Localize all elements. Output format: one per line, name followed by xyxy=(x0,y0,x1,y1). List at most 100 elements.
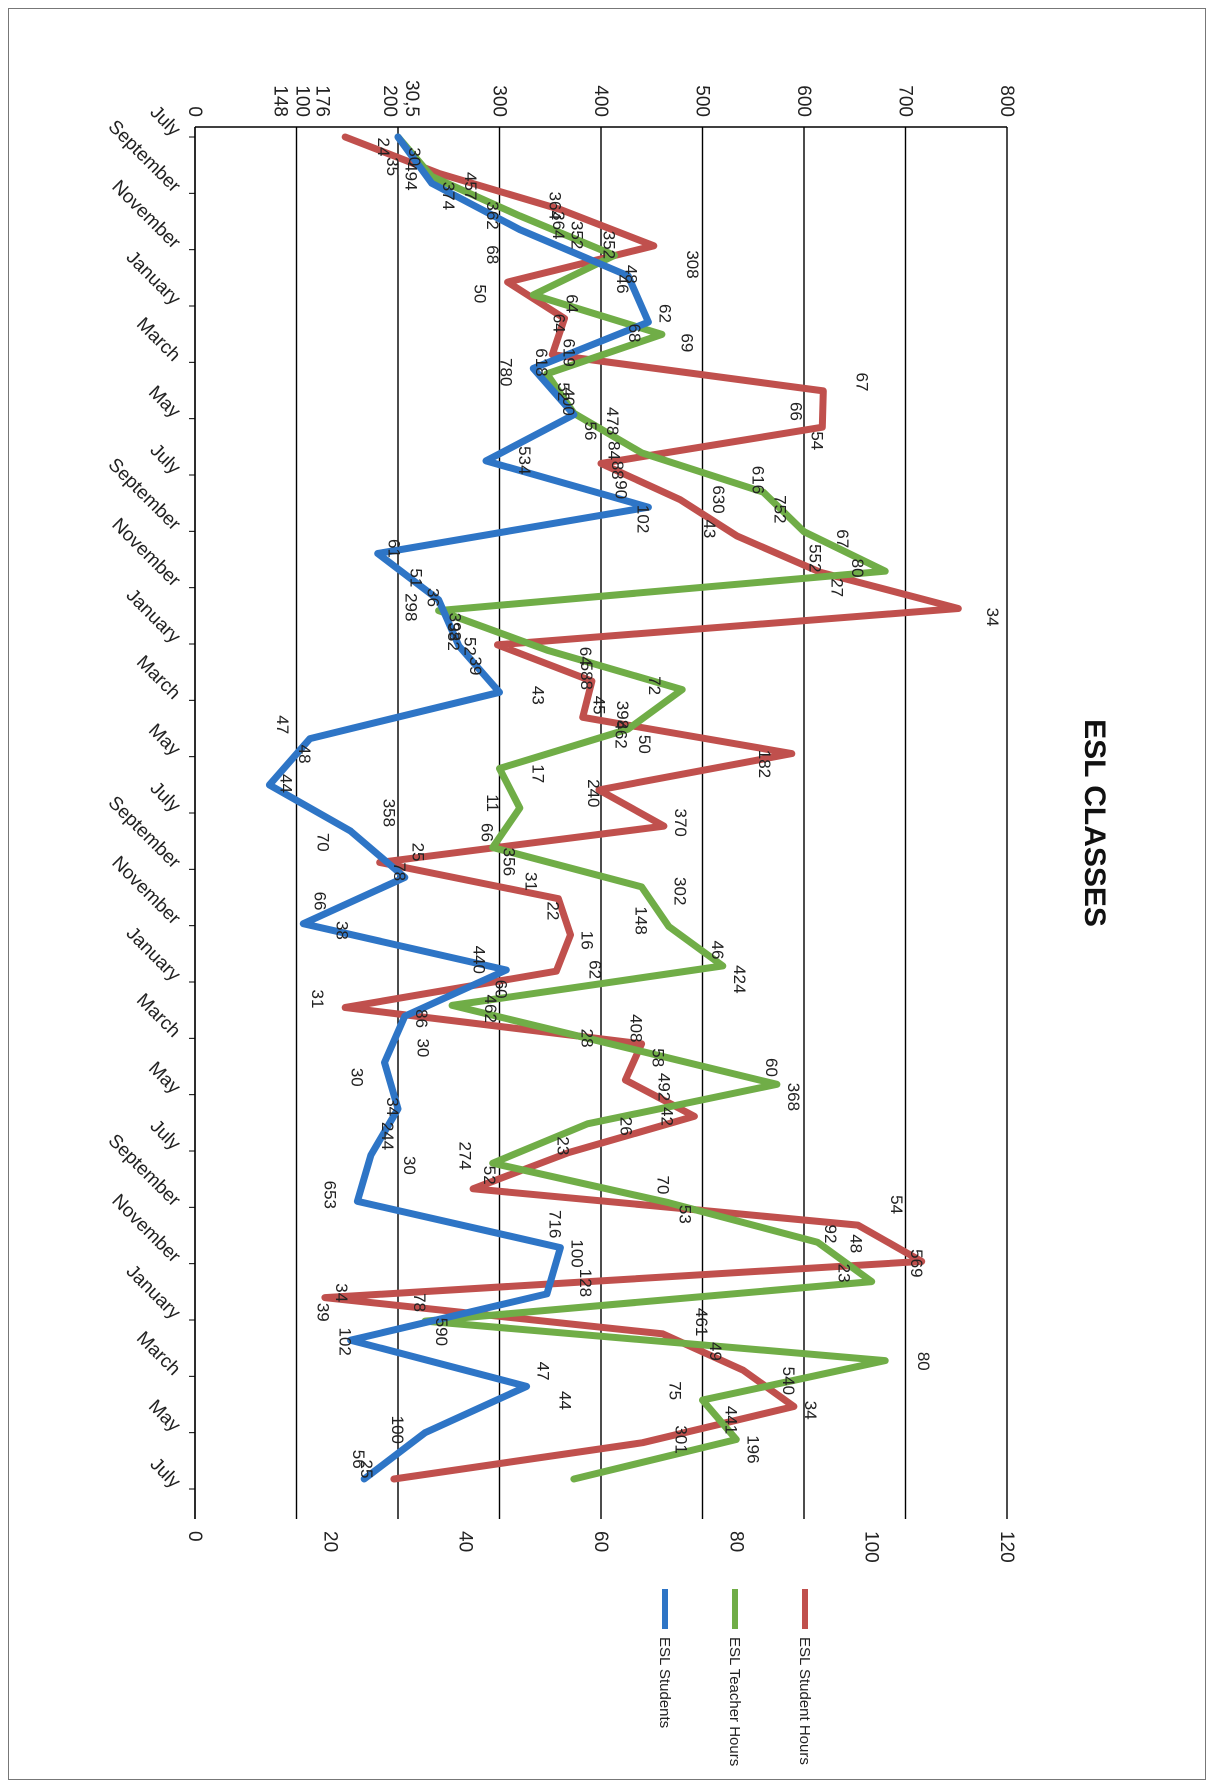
data-label: 25 xyxy=(409,843,428,862)
data-label: 42 xyxy=(657,1107,676,1126)
data-label: 47 xyxy=(273,715,292,734)
data-label: 30 xyxy=(405,147,424,166)
data-label: 44 xyxy=(556,1391,575,1410)
data-label: 382 xyxy=(444,622,463,650)
data-label: 58 xyxy=(649,1048,668,1067)
series-layer xyxy=(265,133,962,1483)
data-label: 52 xyxy=(460,637,479,656)
data-label: 30 xyxy=(400,1156,419,1175)
data-label: 60 xyxy=(762,1058,781,1077)
data-label: 69 xyxy=(677,333,696,352)
data-label: 46 xyxy=(708,941,727,960)
x-tick-label: January xyxy=(122,1261,185,1324)
x-tick-label: July xyxy=(146,778,185,817)
data-label: 46 xyxy=(613,275,632,294)
data-label: 100 xyxy=(567,1239,586,1267)
data-label: 43 xyxy=(700,519,719,538)
data-label: 39 xyxy=(314,1303,333,1322)
left-tick-label: 600 xyxy=(793,85,814,117)
data-label: 17 xyxy=(529,764,548,783)
x-tick-label: May xyxy=(144,382,185,423)
data-label: 54 xyxy=(887,1195,906,1214)
data-label: 398 xyxy=(613,701,632,729)
data-label: 62 xyxy=(655,304,674,323)
data-label: 588 xyxy=(577,662,596,690)
data-label: 462 xyxy=(612,720,631,748)
series-line-esl-students xyxy=(265,133,652,1483)
data-label: 534 xyxy=(515,446,534,474)
data-label: 75 xyxy=(666,1381,685,1400)
data-label: 72 xyxy=(645,676,664,695)
data-label: 16 xyxy=(578,931,597,950)
data-label: 56 xyxy=(349,1450,368,1469)
left-tick-label: 200 xyxy=(379,85,400,117)
data-label: 102 xyxy=(336,1328,355,1356)
data-label: 653 xyxy=(320,1181,339,1209)
data-label: 34 xyxy=(801,1401,820,1420)
data-label: 393 xyxy=(446,613,465,641)
x-tick-label: March xyxy=(132,314,184,366)
left-tick-label: 300 xyxy=(489,85,510,117)
data-label: 78 xyxy=(410,1293,429,1312)
left-tick-label: 700 xyxy=(895,85,916,117)
x-tick-label: July xyxy=(146,1454,185,1493)
data-label: 356 xyxy=(500,848,519,876)
left-tick-label: 400 xyxy=(590,85,611,117)
data-label: 62 xyxy=(585,960,604,979)
data-label: 298 xyxy=(402,593,421,621)
data-label: 462 xyxy=(481,995,500,1023)
data-label: 52 xyxy=(554,382,573,401)
data-label: 54 xyxy=(807,431,826,450)
right-tick-label: 80 xyxy=(725,1531,746,1552)
data-label: 182 xyxy=(755,750,774,778)
data-label: 48 xyxy=(622,265,641,284)
data-label: 92 xyxy=(821,1225,840,1244)
data-label: 374 xyxy=(439,182,458,210)
chart-frame: 0 100 148 176 200 30,5 300 400 500 600 700 800 0 20 40… xyxy=(8,8,1206,1780)
right-tick-label: 0 xyxy=(184,1531,205,1542)
data-label: 48 xyxy=(295,745,314,764)
left-tick-label: 800 xyxy=(996,85,1017,117)
data-label: 90 xyxy=(611,480,630,499)
data-label: 540 xyxy=(779,1367,798,1395)
data-label: 34 xyxy=(383,1097,402,1116)
x-tick-label: January xyxy=(122,585,185,648)
data-label: 49 xyxy=(706,1342,725,1361)
data-label: 39 xyxy=(466,657,485,676)
x-tick-label: January xyxy=(122,923,185,986)
data-label: 60 xyxy=(491,980,510,999)
data-label: 301 xyxy=(672,1425,691,1453)
data-label: 88 xyxy=(608,461,627,480)
x-tick-label: May xyxy=(144,1058,185,1099)
data-label: 616 xyxy=(748,466,767,494)
data-label: 43 xyxy=(529,686,548,705)
data-label: 618 xyxy=(532,348,551,376)
x-tick-label: March xyxy=(132,990,184,1042)
data-label: 34 xyxy=(983,608,1002,627)
data-label: 274 xyxy=(456,1141,475,1169)
chart-title: ESL CLASSES xyxy=(1078,719,1111,927)
data-label: 400 xyxy=(559,387,578,415)
series-line-esl-student-hours xyxy=(321,133,962,1483)
data-label: 148 xyxy=(632,906,651,934)
data-label: 716 xyxy=(545,1210,564,1238)
data-label: 408 xyxy=(627,1014,646,1042)
left-tick-label: 30,5 xyxy=(401,80,422,117)
x-tick-label: January xyxy=(122,247,185,310)
data-label: 28 xyxy=(578,1029,597,1048)
data-label: 352 xyxy=(600,231,619,259)
data-label: 86 xyxy=(412,1009,431,1028)
x-tick-label: July xyxy=(146,440,185,479)
data-label: 80 xyxy=(914,1352,933,1371)
data-label: 68 xyxy=(625,324,644,343)
data-label: 128 xyxy=(576,1269,595,1297)
data-label: 370 xyxy=(671,809,690,837)
data-label: 38 xyxy=(332,921,351,940)
data-label: 569 xyxy=(907,1249,926,1277)
data-label: 80 xyxy=(848,559,867,578)
data-label: 457 xyxy=(461,172,480,200)
data-label: 45 xyxy=(590,696,609,715)
data-label: 27 xyxy=(827,578,846,597)
legend-label: ESL Student Hours xyxy=(796,1637,813,1765)
